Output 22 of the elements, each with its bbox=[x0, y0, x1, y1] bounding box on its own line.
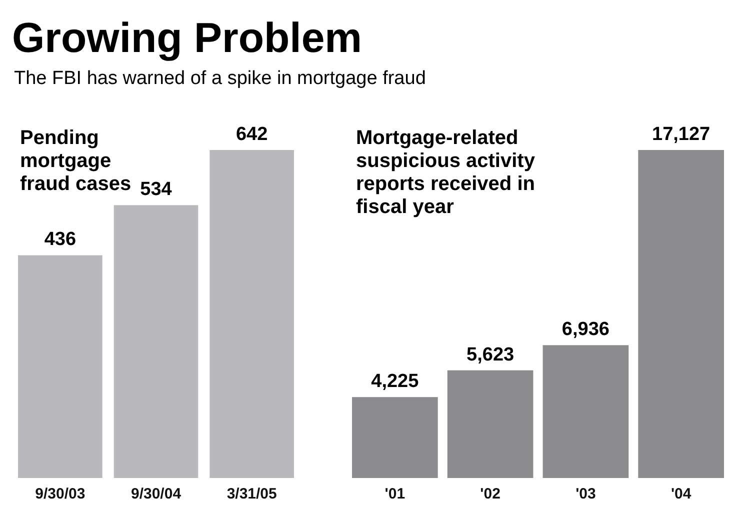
data-label: 5,623 bbox=[466, 344, 514, 366]
x-tick-label: '02 bbox=[480, 486, 500, 503]
data-label: 642 bbox=[236, 124, 268, 145]
x-tick-label: '04 bbox=[670, 486, 692, 503]
data-label: 534 bbox=[140, 179, 172, 200]
text: Mortgage-related suspicious activity reports received in fiscal year bbox=[356, 127, 536, 218]
data-label: 436 bbox=[44, 229, 76, 250]
x-tick-label: '03 bbox=[576, 486, 596, 503]
data-label: 6,936 bbox=[562, 319, 610, 340]
bar bbox=[542, 345, 629, 478]
x-tick-label: '01 bbox=[384, 486, 406, 503]
bar bbox=[638, 150, 724, 478]
text: Growing Problem bbox=[12, 14, 362, 61]
data-label: 4,225 bbox=[371, 371, 420, 392]
data-label: 17,127 bbox=[652, 124, 710, 145]
x-tick-label: 9/30/03 bbox=[35, 486, 86, 503]
x-tick-label: 3/31/05 bbox=[226, 486, 277, 503]
bar bbox=[447, 370, 534, 478]
chart-title: Pending mortgage fraud cases bbox=[20, 127, 132, 195]
text: The FBI has warned of a spike in mortgage fraud bbox=[14, 68, 426, 89]
bar bbox=[352, 397, 438, 478]
x-tick-label: 9/30/04 bbox=[130, 486, 182, 503]
